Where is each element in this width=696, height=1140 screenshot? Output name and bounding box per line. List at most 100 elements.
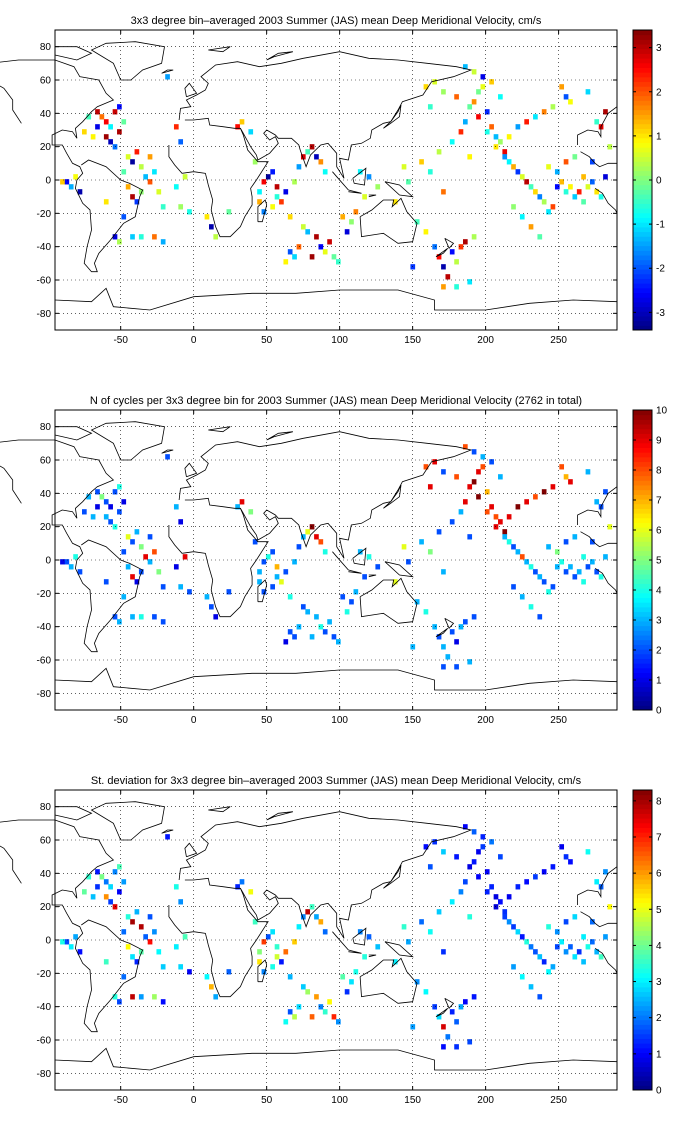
colorbar-segment xyxy=(633,86,652,92)
data-cell xyxy=(99,874,105,880)
data-cell xyxy=(134,199,140,205)
data-cell xyxy=(537,614,543,620)
colorbar-segment xyxy=(633,325,652,331)
data-cell xyxy=(239,499,245,505)
colorbar-segment xyxy=(633,583,652,589)
data-cell xyxy=(559,464,565,470)
data-cell xyxy=(344,609,350,615)
colorbar-segment xyxy=(633,259,652,265)
data-cell xyxy=(480,464,486,470)
colorbar-tick-label: 2 xyxy=(656,87,662,98)
data-cell xyxy=(585,944,591,950)
colorbar-segment xyxy=(633,1080,652,1086)
data-cell xyxy=(265,174,271,180)
colorbar-segment xyxy=(633,424,652,430)
data-cell xyxy=(528,944,534,950)
data-cell xyxy=(484,489,490,495)
y-tick-label: 80 xyxy=(40,42,52,53)
data-cell xyxy=(471,859,477,865)
data-cell xyxy=(563,949,569,955)
data-cell xyxy=(309,254,315,260)
colorbar-segment xyxy=(633,208,652,214)
y-tick-label: -40 xyxy=(37,1002,52,1013)
data-cell xyxy=(607,524,613,530)
colorbar-segment xyxy=(633,81,652,87)
colorbar-segment xyxy=(633,1038,652,1044)
data-cell xyxy=(607,904,613,910)
data-cell xyxy=(484,109,490,115)
data-cell xyxy=(563,919,569,925)
data-cell xyxy=(362,954,367,960)
data-cell xyxy=(441,569,446,575)
colorbar-frame xyxy=(632,789,653,1091)
data-cell xyxy=(274,194,280,200)
data-cell xyxy=(550,484,556,490)
y-tick-label: 60 xyxy=(40,76,52,87)
y-tick-label: 20 xyxy=(40,902,52,913)
coastline xyxy=(383,104,402,129)
data-cell xyxy=(471,479,477,485)
data-cell xyxy=(559,179,565,185)
data-cell xyxy=(454,854,459,860)
data-cell xyxy=(502,149,508,155)
coastline xyxy=(0,845,22,884)
data-cell xyxy=(489,839,494,845)
colorbar: 0 1 2 3 4 5 6 7 8 xyxy=(632,789,662,1097)
data-cell xyxy=(502,529,508,535)
data-cell xyxy=(572,154,578,160)
colorbar-segment xyxy=(633,53,652,59)
colorbar-segment xyxy=(633,315,652,322)
colorbar-segment xyxy=(633,212,652,218)
data-cell xyxy=(594,949,600,955)
colorbar-segment xyxy=(633,527,652,533)
coastline xyxy=(332,171,349,191)
colorbar-segment xyxy=(633,860,652,866)
data-cell xyxy=(296,244,302,250)
colorbar-segment xyxy=(633,100,652,106)
data-cell xyxy=(401,164,407,170)
colorbar-segment xyxy=(633,954,652,960)
colorbar-segment xyxy=(633,245,652,251)
coastline xyxy=(384,941,414,958)
data-cell xyxy=(533,494,538,500)
data-cell xyxy=(327,239,332,245)
colorbar-segment xyxy=(633,653,652,659)
colorbar-tick-label: 1 xyxy=(656,676,662,687)
data-cell xyxy=(64,179,70,185)
colorbar-segment xyxy=(633,700,652,706)
colorbar-segment xyxy=(633,264,652,270)
data-cell xyxy=(156,189,162,195)
data-cell xyxy=(524,119,529,125)
data-cell xyxy=(173,564,179,570)
data-cell xyxy=(130,194,135,200)
data-cell xyxy=(314,534,319,540)
data-cell xyxy=(406,939,411,945)
coastline xyxy=(266,811,294,821)
data-cell xyxy=(480,74,486,80)
coastline xyxy=(348,949,362,954)
colorbar-segment xyxy=(633,494,652,500)
coastline xyxy=(577,486,618,525)
colorbar-segment xyxy=(633,672,652,678)
data-cell xyxy=(458,129,464,135)
coastline xyxy=(0,465,22,504)
data-cell xyxy=(471,99,477,105)
data-cell xyxy=(554,184,560,190)
colorbar-segment xyxy=(633,958,652,964)
data-cell xyxy=(454,474,459,480)
coastline xyxy=(352,547,367,566)
data-cell xyxy=(589,559,595,565)
data-cell xyxy=(493,514,499,520)
data-cell xyxy=(515,884,521,890)
data-cell xyxy=(449,629,455,635)
data-cell xyxy=(546,589,551,595)
data-cell xyxy=(401,924,407,930)
x-tick-label: 200 xyxy=(477,715,494,726)
data-cell xyxy=(589,159,595,165)
data-cell xyxy=(489,124,494,130)
colorbar-segment xyxy=(633,606,652,613)
colorbar-segment xyxy=(633,897,652,903)
coastline xyxy=(348,569,362,574)
data-cell xyxy=(165,454,170,460)
coastline xyxy=(90,421,165,461)
